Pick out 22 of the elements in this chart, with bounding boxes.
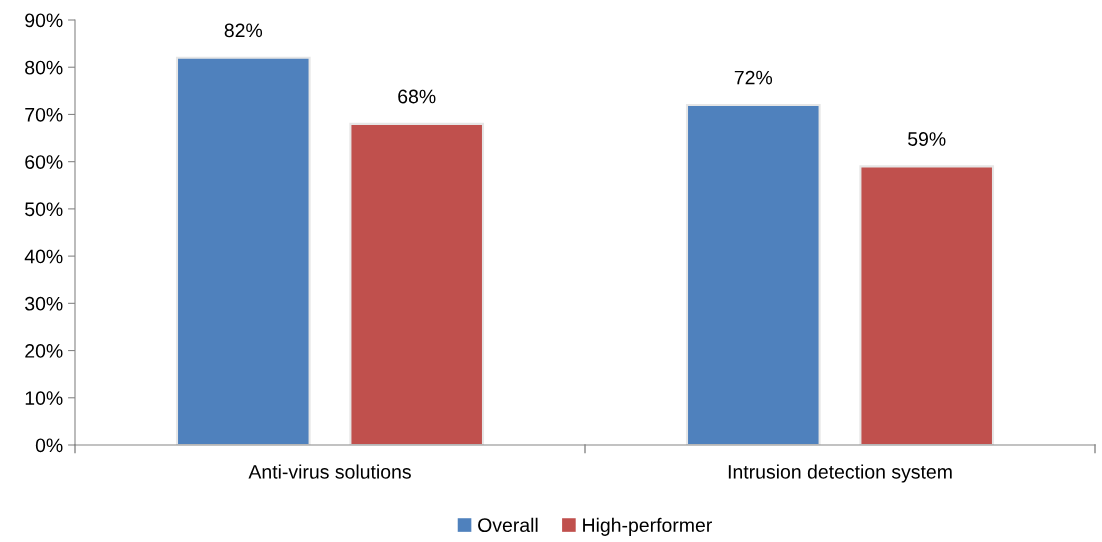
legend-label: High-performer <box>583 517 712 536</box>
x-tick-label: Anti-virus solutions <box>248 464 411 479</box>
y-tick-label: 20% <box>25 344 63 358</box>
y-tick-label: 40% <box>24 249 63 264</box>
bar <box>859 165 995 445</box>
y-tick-label: 30% <box>25 296 63 311</box>
y-tick-label: 60% <box>25 155 63 169</box>
y-tick-label: 0% <box>35 438 63 453</box>
text: 72% <box>734 70 773 85</box>
x-tick-label: Intrusion detection system <box>728 464 952 483</box>
text: 59% <box>908 132 946 146</box>
text: 82% <box>224 23 263 38</box>
y-tick-label: 10% <box>25 391 63 406</box>
y-tick-label: 50% <box>25 202 63 217</box>
bar <box>175 56 311 445</box>
y-tick-label: 90% <box>25 13 63 28</box>
text: 68% <box>398 89 436 104</box>
bar <box>685 103 821 445</box>
y-tick-label: 80% <box>25 60 63 75</box>
bar <box>349 122 485 445</box>
y-tick-label: 70% <box>25 107 63 122</box>
legend-label: Overall <box>478 517 538 533</box>
